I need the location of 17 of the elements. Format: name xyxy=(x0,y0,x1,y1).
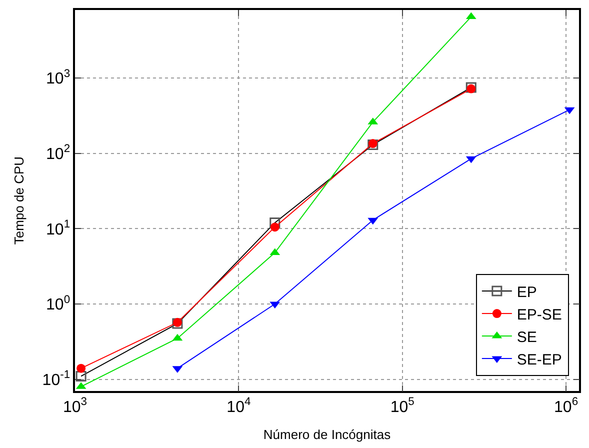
y-tick-label: 10$^{0}$ xyxy=(46,294,70,314)
x-tick-label: 10$^{6}$ xyxy=(554,396,578,416)
legend-label: EP xyxy=(516,284,537,301)
point xyxy=(76,364,86,373)
y-tick-label: 10$^{2}$ xyxy=(46,143,70,163)
legend-label: SE-EP xyxy=(516,351,562,368)
y-tick-label: 10$^{1}$ xyxy=(46,218,70,238)
y-tick-label: 10$^{3}$ xyxy=(46,68,70,88)
x-tick-label: 10$^{3}$ xyxy=(62,396,88,416)
y-axis-title: Tempo de CPU xyxy=(12,156,27,245)
x-axis-title: Número de Incógnitas xyxy=(263,427,392,442)
y-tick-label: 10$^{-1}$ xyxy=(42,369,70,389)
legend-label: EP-SE xyxy=(516,306,562,324)
legend-label: SE xyxy=(516,328,537,346)
x-tick-label: 10$^{5}$ xyxy=(390,396,414,416)
x-tick-label: 10$^{4}$ xyxy=(226,396,251,416)
point xyxy=(270,222,280,232)
